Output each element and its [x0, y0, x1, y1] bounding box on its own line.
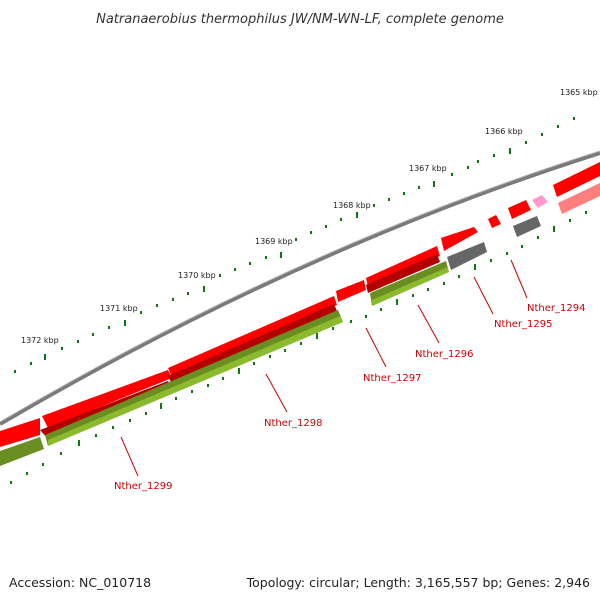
accession-text: Accession: NC_010718 — [9, 575, 151, 590]
topology-text: Topology: circular; Length: 3,165,557 bp… — [246, 575, 590, 590]
cds-gray — [513, 216, 541, 237]
cds-red — [553, 162, 600, 197]
cds-red — [168, 296, 337, 377]
cds-red — [336, 280, 366, 302]
scale-ticks — [14, 117, 575, 373]
kbp-label: 1368 kbp — [333, 201, 371, 210]
forward-cds-track — [0, 162, 600, 447]
cds-red — [42, 370, 172, 428]
gene-label: Nther_1299 — [114, 481, 172, 492]
backbone-track — [0, 151, 600, 426]
backbone-track-highlight — [0, 150, 600, 423]
kbp-label: 1372 kbp — [21, 336, 59, 345]
cds-red — [508, 200, 531, 219]
cds-red — [441, 227, 478, 251]
kbp-label: 1371 kbp — [100, 304, 138, 313]
scale-labels: 1365 kbp 1366 kbp 1367 kbp 1368 kbp 1369… — [21, 88, 598, 345]
reverse-cds-track — [0, 183, 600, 466]
cds-gray — [447, 242, 487, 270]
gene-labels: Nther_1294 Nther_1295 Nther_1296 Nther_1… — [114, 303, 585, 492]
kbp-label: 1369 kbp — [255, 237, 293, 246]
cds-red — [366, 246, 440, 287]
cds-salmon — [558, 183, 600, 214]
cds-green — [0, 437, 44, 466]
gene-label: Nther_1298 — [264, 418, 322, 429]
kbp-label: 1365 kbp — [560, 88, 598, 97]
kbp-label: 1370 kbp — [178, 271, 216, 280]
cds-red — [0, 418, 40, 447]
gene-label: Nther_1297 — [363, 373, 421, 384]
map-title: Natranaerobius thermophilus JW/NM-WN-LF,… — [96, 12, 504, 27]
gene-label: Nther_1296 — [415, 349, 473, 360]
kbp-label: 1367 kbp — [409, 164, 447, 173]
gene-label: Nther_1294 — [527, 303, 585, 314]
leader-lines — [120, 259, 528, 477]
cds-red — [488, 215, 501, 228]
inner-ticks — [10, 211, 587, 484]
kbp-label: 1366 kbp — [485, 127, 523, 136]
cds-pink — [532, 195, 548, 208]
gene-label: Nther_1295 — [494, 319, 552, 330]
